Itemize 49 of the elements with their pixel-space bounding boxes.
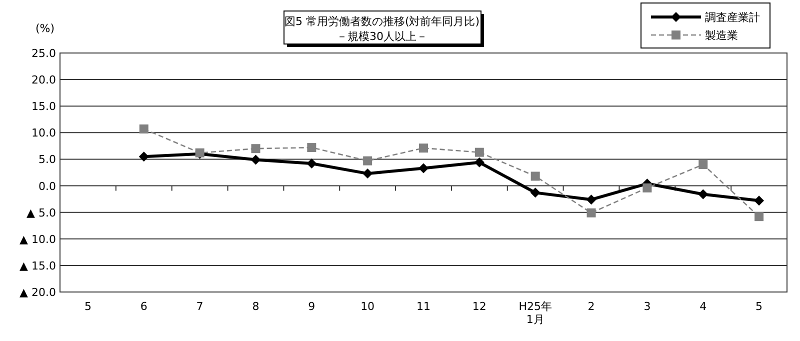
x-tick-label: 7	[196, 300, 204, 313]
x-tick-label: 10	[360, 300, 375, 313]
y-axis-title: (%)	[35, 22, 55, 35]
legend-label: 調査産業計	[705, 11, 760, 24]
y-tick-label: 0.0	[38, 180, 56, 193]
point	[307, 143, 316, 152]
x-tick-label: H25年 1月	[518, 300, 552, 326]
point	[363, 156, 372, 166]
y-tick-label: 25.0	[32, 47, 56, 60]
x-tick-label: 11	[416, 300, 430, 313]
x-tick-label: 5	[84, 300, 92, 313]
point	[642, 183, 652, 192]
x-tick-label: 3	[644, 300, 651, 313]
point	[362, 168, 373, 179]
x-tick-label: 4	[700, 300, 707, 313]
y-tick-label: ▲ 10.0	[20, 232, 56, 246]
point	[530, 188, 540, 198]
point	[474, 148, 484, 157]
point	[306, 158, 317, 168]
x-tick-label: 9	[308, 300, 316, 313]
point	[474, 157, 484, 168]
point	[586, 208, 596, 218]
point	[698, 189, 708, 200]
chart-title: 図5 常用労働者数の推移(対前年同月比)	[284, 15, 480, 28]
x-tick-label: 2	[588, 300, 595, 313]
point	[251, 144, 260, 154]
y-tick-label: ▲ 20.0	[20, 286, 56, 299]
y-tick-label: 20.0	[32, 74, 56, 87]
point	[586, 194, 596, 205]
chart-subtitle: －規模30人以上－	[336, 30, 428, 43]
point	[138, 152, 149, 162]
x-tick-label: 6	[140, 300, 148, 313]
point	[698, 160, 708, 170]
y-tick-label: ▲ 15.0	[20, 259, 56, 272]
y-tick-label: 5.0	[38, 153, 56, 166]
point	[250, 154, 261, 165]
point	[530, 172, 540, 181]
point	[419, 144, 428, 153]
y-tick-label: 10.0	[32, 126, 56, 140]
point	[754, 196, 764, 206]
x-tick-label: 12	[472, 300, 486, 313]
x-tick-label: 5	[756, 300, 763, 313]
legend-label: 製造業	[705, 29, 738, 42]
point	[754, 212, 764, 222]
y-tick-label: 15.0	[32, 100, 56, 114]
point	[418, 163, 428, 174]
y-tick-label: ▲ 5.0	[26, 206, 56, 220]
x-tick-label: 8	[252, 300, 260, 313]
point	[139, 124, 148, 134]
